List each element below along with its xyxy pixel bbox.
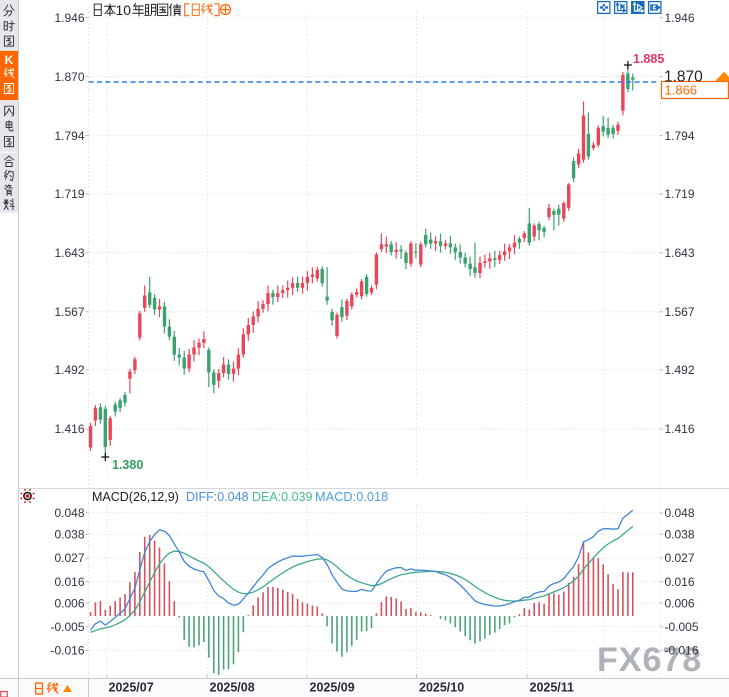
svg-text:1.946: 1.946 [665, 11, 695, 25]
svg-text:1.870: 1.870 [664, 68, 703, 85]
svg-text:0.038: 0.038 [665, 528, 695, 542]
svg-text:1.719: 1.719 [54, 187, 84, 201]
svg-text:-0.005: -0.005 [50, 620, 84, 634]
svg-text:2025/11: 2025/11 [530, 681, 575, 695]
svg-text:0.027: 0.027 [54, 551, 84, 565]
svg-text:1.794: 1.794 [665, 129, 695, 143]
svg-text:0.006: 0.006 [54, 596, 84, 610]
svg-text:FX678: FX678 [597, 641, 702, 679]
svg-text:2025/10: 2025/10 [419, 681, 464, 695]
svg-text:1.946: 1.946 [54, 11, 84, 25]
svg-text:2025/08: 2025/08 [210, 681, 255, 695]
svg-text:1.866: 1.866 [665, 83, 698, 98]
svg-text:1.567: 1.567 [54, 305, 84, 319]
svg-text:1.643: 1.643 [665, 246, 695, 260]
svg-text:0.048: 0.048 [54, 506, 84, 520]
svg-text:MACD(26,12,9): MACD(26,12,9) [92, 490, 179, 504]
svg-text:K: K [5, 53, 14, 67]
svg-text:1.416: 1.416 [54, 422, 84, 436]
svg-text:0.006: 0.006 [665, 596, 695, 610]
svg-text:0.048: 0.048 [665, 506, 695, 520]
svg-text:0.016: 0.016 [665, 575, 695, 589]
svg-text:2025/09: 2025/09 [310, 681, 355, 695]
svg-text:10: 10 [116, 2, 132, 18]
svg-text:1.416: 1.416 [665, 422, 695, 436]
svg-text:-0.016: -0.016 [50, 644, 84, 658]
svg-text:-0.005: -0.005 [665, 620, 699, 634]
svg-text:1.380: 1.380 [112, 458, 143, 472]
svg-text:0.016: 0.016 [54, 575, 84, 589]
svg-text:1.870: 1.870 [54, 70, 84, 84]
svg-text:1.643: 1.643 [54, 246, 84, 260]
svg-text:MACD:0.018: MACD:0.018 [315, 489, 388, 504]
svg-text:1.719: 1.719 [665, 187, 695, 201]
svg-text:DIFF:0.048: DIFF:0.048 [186, 490, 249, 504]
svg-text:1.567: 1.567 [665, 305, 695, 319]
svg-text:DEA:0.039: DEA:0.039 [252, 490, 313, 504]
svg-text:1.794: 1.794 [54, 129, 84, 143]
svg-text:1.492: 1.492 [54, 363, 84, 377]
svg-text:-0.016: -0.016 [665, 644, 699, 658]
svg-text:1.492: 1.492 [665, 363, 695, 377]
svg-text:1.885: 1.885 [633, 52, 664, 66]
svg-text:2025/07: 2025/07 [109, 681, 154, 695]
svg-text:0.038: 0.038 [54, 528, 84, 542]
svg-text:0.027: 0.027 [665, 551, 695, 565]
